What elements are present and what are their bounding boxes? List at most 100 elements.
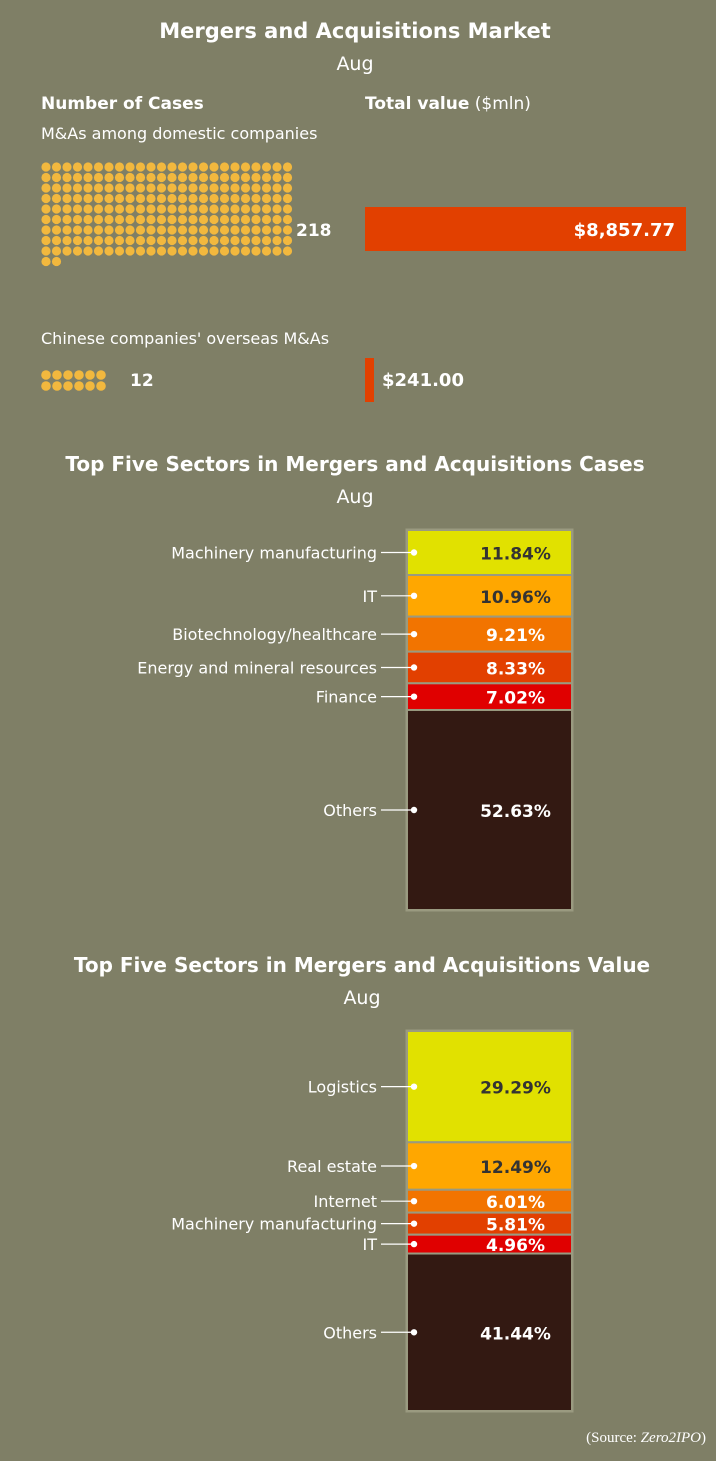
case-dot xyxy=(188,172,198,183)
case-dot xyxy=(240,235,251,246)
case-dot xyxy=(219,204,230,214)
overseas-row-label: Chinese companies' overseas M&As xyxy=(41,329,329,348)
case-dot xyxy=(177,246,188,256)
case-dot xyxy=(62,183,72,193)
case-dot xyxy=(219,172,230,183)
segment-value-label: 9.21% xyxy=(486,626,545,646)
leader-dot xyxy=(410,1329,418,1336)
case-dot xyxy=(230,204,240,214)
case-dot xyxy=(209,162,219,172)
case-dot xyxy=(146,246,156,256)
case-dot xyxy=(272,246,282,256)
case-dot xyxy=(282,193,293,204)
domestic-value-label: $8,857.77 xyxy=(574,220,675,241)
case-dot xyxy=(219,183,230,193)
case-dot xyxy=(177,183,188,193)
case-dot xyxy=(272,235,282,246)
case-dot xyxy=(156,225,167,235)
case-dot xyxy=(83,162,93,172)
case-dot xyxy=(261,172,272,183)
case-dot xyxy=(251,214,261,225)
case-dot xyxy=(96,370,106,380)
case-dot xyxy=(62,214,72,225)
leader-dot xyxy=(410,693,418,700)
case-dot xyxy=(85,370,95,380)
case-dot xyxy=(177,225,188,235)
case-dot xyxy=(188,183,198,193)
case-dot xyxy=(251,162,261,172)
case-dot xyxy=(198,246,209,256)
case-dot xyxy=(93,162,104,172)
case-dot xyxy=(272,172,282,183)
leader-dot xyxy=(410,1083,418,1090)
case-dot xyxy=(41,162,51,172)
case-dot xyxy=(83,225,93,235)
case-dot xyxy=(251,225,261,235)
case-dot xyxy=(198,214,209,225)
segment-name-label: Others xyxy=(323,1323,377,1342)
case-dot xyxy=(104,246,114,256)
market-subtitle: Aug xyxy=(336,53,373,75)
case-dot xyxy=(209,193,219,204)
case-dot xyxy=(63,370,73,380)
case-dot xyxy=(167,162,177,172)
case-dot xyxy=(198,204,209,214)
segment-name-label: Others xyxy=(323,801,377,820)
case-dot xyxy=(156,162,167,172)
domestic-row-label: M&As among domestic companies xyxy=(41,124,317,143)
case-dot xyxy=(209,225,219,235)
case-dot xyxy=(282,214,293,225)
case-dot xyxy=(230,214,240,225)
case-dot xyxy=(72,162,83,172)
case-dot xyxy=(261,235,272,246)
segment-value-label: 41.44% xyxy=(480,1324,551,1344)
case-dot xyxy=(240,204,251,214)
case-dot xyxy=(114,183,125,193)
case-dot xyxy=(240,225,251,235)
case-dot xyxy=(230,246,240,256)
case-dot xyxy=(209,172,219,183)
case-dot xyxy=(93,225,104,235)
case-dot xyxy=(282,225,293,235)
case-dot xyxy=(156,172,167,183)
segment-bar xyxy=(406,573,573,618)
case-dot xyxy=(83,214,93,225)
case-dot xyxy=(85,381,95,391)
case-dot xyxy=(230,193,240,204)
case-dot xyxy=(167,183,177,193)
case-dot xyxy=(156,246,167,256)
case-dot xyxy=(93,172,104,183)
case-dot xyxy=(261,183,272,193)
case-dot xyxy=(198,162,209,172)
case-dot xyxy=(251,172,261,183)
case-dot xyxy=(104,172,114,183)
case-dot xyxy=(282,183,293,193)
segment-name-label: Logistics xyxy=(308,1078,377,1097)
case-dot xyxy=(146,235,156,246)
case-dot xyxy=(282,162,293,172)
case-dot xyxy=(272,204,282,214)
case-dot xyxy=(156,214,167,225)
value-stacked-bar: 29.29% Logistics 12.49% Real estate 6.01% Int… xyxy=(171,1029,574,1413)
case-dot xyxy=(156,235,167,246)
case-dot xyxy=(72,172,83,183)
case-dot xyxy=(62,193,72,204)
segment-name-label: Machinery manufacturing xyxy=(171,543,377,562)
case-dot xyxy=(177,214,188,225)
case-dot xyxy=(83,193,93,204)
segment-value-label: 5.81% xyxy=(486,1216,545,1236)
market-title: Mergers and Acquisitions Market xyxy=(159,19,551,43)
case-dot xyxy=(261,162,272,172)
case-dot xyxy=(167,193,177,204)
leader-dot xyxy=(410,664,418,671)
case-dot xyxy=(167,214,177,225)
case-dot xyxy=(209,214,219,225)
segment-bar xyxy=(406,708,573,912)
leader-dot xyxy=(410,592,418,600)
case-dot xyxy=(41,246,51,256)
case-dot xyxy=(93,193,104,204)
case-dot xyxy=(135,204,146,214)
case-dot xyxy=(62,246,72,256)
case-dot xyxy=(146,204,156,214)
